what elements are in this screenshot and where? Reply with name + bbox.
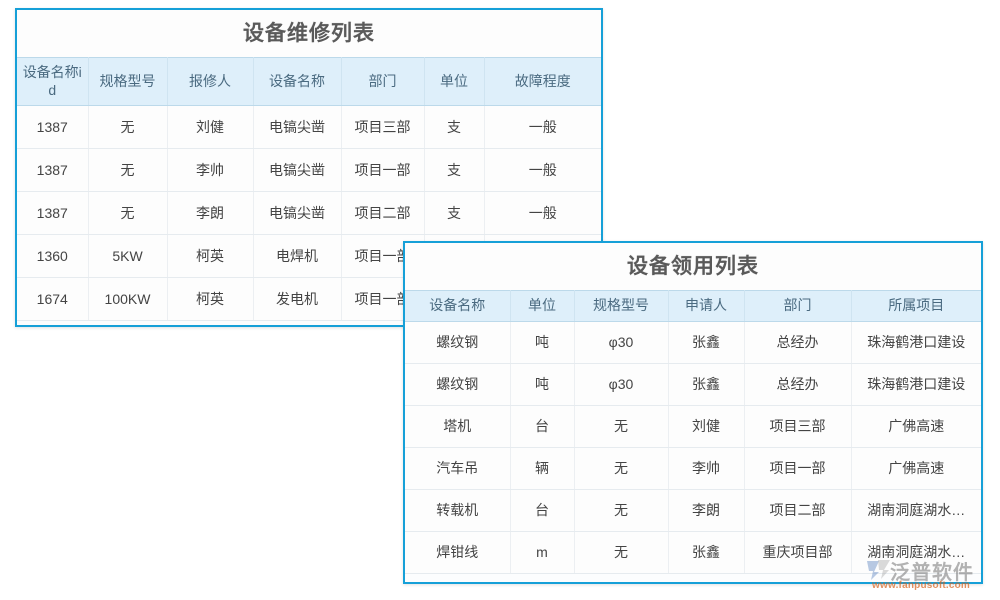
cell-project: 湖南洞庭湖水… — [851, 531, 981, 574]
cell-reporter[interactable]: 李帅 — [167, 148, 254, 192]
repair-col-reporter[interactable]: 报修人 — [167, 57, 254, 106]
cell-spec-model: 100KW — [88, 277, 168, 321]
cell-project: 湖南洞庭湖水… — [851, 489, 981, 532]
cell-unit: 支 — [424, 191, 485, 235]
cell-spec-model: 无 — [574, 489, 669, 532]
cell-unit: 吨 — [510, 321, 575, 364]
cell-spec-model: 无 — [88, 148, 168, 192]
cell-unit: m — [510, 531, 575, 574]
cell-department: 项目二部 — [341, 191, 425, 235]
cell-device-name[interactable]: 电镐尖凿 — [253, 105, 342, 149]
issue-col-unit[interactable]: 单位 — [510, 290, 575, 322]
cell-unit: 台 — [510, 489, 575, 532]
cell-device-name[interactable]: 转载机 — [405, 489, 511, 532]
cell-reporter[interactable]: 柯英 — [167, 277, 254, 321]
cell-unit: 支 — [424, 148, 485, 192]
issue-panel-title: 设备领用列表 — [405, 243, 981, 290]
cell-applicant[interactable]: 李朗 — [668, 489, 745, 532]
cell-department: 重庆项目部 — [744, 531, 852, 574]
table-row[interactable]: 螺纹钢 吨 φ30 张鑫 总经办 珠海鹤港口建设 — [405, 363, 981, 406]
cell-device-name[interactable]: 电镐尖凿 — [253, 191, 342, 235]
repair-col-spec-model[interactable]: 规格型号 — [88, 57, 168, 106]
cell-device-name[interactable]: 汽车吊 — [405, 447, 511, 490]
issue-col-spec-model[interactable]: 规格型号 — [574, 290, 669, 322]
table-row[interactable]: 转载机 台 无 李朗 项目二部 湖南洞庭湖水… — [405, 489, 981, 532]
cell-device-id: 1674 — [17, 277, 89, 321]
cell-spec-model: 无 — [574, 447, 669, 490]
cell-project: 珠海鹤港口建设 — [851, 321, 981, 364]
repair-col-fault-level[interactable]: 故障程度 — [484, 57, 601, 106]
cell-project: 珠海鹤港口建设 — [851, 363, 981, 406]
issue-col-department[interactable]: 部门 — [744, 290, 852, 322]
cell-department: 项目一部 — [744, 447, 852, 490]
cell-applicant[interactable]: 张鑫 — [668, 531, 745, 574]
table-row[interactable]: 1387 无 刘健 电镐尖凿 项目三部 支 一般 — [17, 105, 601, 149]
cell-spec-model: φ30 — [574, 321, 669, 364]
table-row[interactable]: 汽车吊 辆 无 李帅 项目一部 广佛高速 — [405, 447, 981, 490]
cell-unit: 支 — [424, 105, 485, 149]
table-row[interactable]: 塔机 台 无 刘健 项目三部 广佛高速 — [405, 405, 981, 448]
cell-applicant[interactable]: 刘健 — [668, 405, 745, 448]
cell-fault-level: 一般 — [484, 105, 601, 149]
cell-spec-model: 5KW — [88, 234, 168, 278]
cell-project: 广佛高速 — [851, 447, 981, 490]
table-row[interactable]: 螺纹钢 吨 φ30 张鑫 总经办 珠海鹤港口建设 — [405, 321, 981, 364]
repair-panel-title: 设备维修列表 — [17, 10, 601, 57]
cell-device-id: 1360 — [17, 234, 89, 278]
cell-applicant[interactable]: 张鑫 — [668, 363, 745, 406]
issue-table-header-row: 设备名称 单位 规格型号 申请人 部门 所属项目 — [405, 290, 981, 322]
repair-col-device-id[interactable]: 设备名称id — [17, 57, 89, 106]
cell-department: 总经办 — [744, 363, 852, 406]
repair-col-device-name[interactable]: 设备名称 — [253, 57, 342, 106]
cell-device-name[interactable]: 螺纹钢 — [405, 363, 511, 406]
cell-device-name[interactable]: 电焊机 — [253, 234, 342, 278]
cell-spec-model: 无 — [88, 191, 168, 235]
cell-device-name[interactable]: 焊钳线 — [405, 531, 511, 574]
repair-col-department[interactable]: 部门 — [341, 57, 425, 106]
cell-unit: 吨 — [510, 363, 575, 406]
issue-table[interactable]: 设备名称 单位 规格型号 申请人 部门 所属项目 螺纹钢 吨 φ30 张鑫 总经… — [405, 290, 981, 574]
cell-device-id: 1387 — [17, 148, 89, 192]
cell-reporter[interactable]: 柯英 — [167, 234, 254, 278]
cell-unit: 台 — [510, 405, 575, 448]
cell-device-name[interactable]: 电镐尖凿 — [253, 148, 342, 192]
equipment-issue-list-panel[interactable]: 设备领用列表 设备名称 单位 规格型号 申请人 部门 所属项目 螺纹钢 吨 φ3… — [403, 241, 983, 584]
issue-col-applicant[interactable]: 申请人 — [668, 290, 745, 322]
issue-col-project[interactable]: 所属项目 — [851, 290, 981, 322]
cell-device-name[interactable]: 发电机 — [253, 277, 342, 321]
repair-col-unit[interactable]: 单位 — [424, 57, 485, 106]
cell-department: 项目一部 — [341, 148, 425, 192]
cell-reporter[interactable]: 刘健 — [167, 105, 254, 149]
cell-project: 广佛高速 — [851, 405, 981, 448]
cell-device-name[interactable]: 塔机 — [405, 405, 511, 448]
repair-table-header-row: 设备名称id 规格型号 报修人 设备名称 部门 单位 故障程度 — [17, 57, 601, 106]
cell-reporter[interactable]: 李朗 — [167, 191, 254, 235]
cell-fault-level: 一般 — [484, 191, 601, 235]
table-row[interactable]: 1387 无 李帅 电镐尖凿 项目一部 支 一般 — [17, 148, 601, 192]
cell-spec-model: 无 — [574, 531, 669, 574]
cell-department: 项目二部 — [744, 489, 852, 532]
cell-device-name[interactable]: 螺纹钢 — [405, 321, 511, 364]
table-row[interactable]: 焊钳线 m 无 张鑫 重庆项目部 湖南洞庭湖水… — [405, 531, 981, 574]
cell-applicant[interactable]: 张鑫 — [668, 321, 745, 364]
table-row[interactable]: 1387 无 李朗 电镐尖凿 项目二部 支 一般 — [17, 191, 601, 235]
cell-fault-level: 一般 — [484, 148, 601, 192]
cell-department: 项目三部 — [341, 105, 425, 149]
cell-department: 项目三部 — [744, 405, 852, 448]
cell-spec-model: φ30 — [574, 363, 669, 406]
issue-col-device-name[interactable]: 设备名称 — [405, 290, 511, 322]
cell-spec-model: 无 — [574, 405, 669, 448]
cell-device-id: 1387 — [17, 191, 89, 235]
cell-department: 总经办 — [744, 321, 852, 364]
cell-spec-model: 无 — [88, 105, 168, 149]
cell-unit: 辆 — [510, 447, 575, 490]
cell-applicant[interactable]: 李帅 — [668, 447, 745, 490]
cell-device-id: 1387 — [17, 105, 89, 149]
